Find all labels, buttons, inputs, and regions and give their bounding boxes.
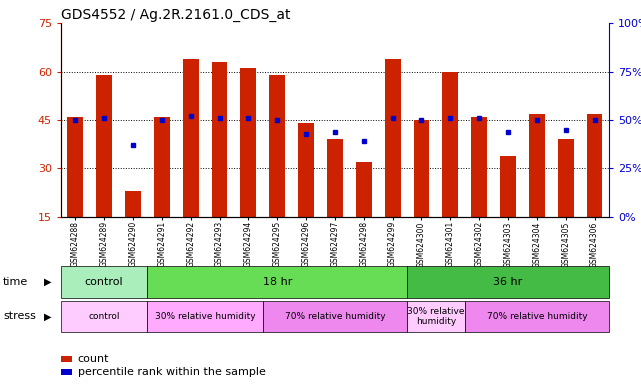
Text: control: control <box>85 277 124 287</box>
Text: control: control <box>88 312 120 321</box>
Bar <box>558 139 574 217</box>
Text: ▶: ▶ <box>44 277 51 287</box>
Bar <box>327 139 343 217</box>
Text: percentile rank within the sample: percentile rank within the sample <box>78 367 265 377</box>
Bar <box>529 114 545 217</box>
Bar <box>269 75 285 217</box>
Text: 70% relative humidity: 70% relative humidity <box>487 312 587 321</box>
Text: count: count <box>78 354 109 364</box>
Bar <box>500 156 516 217</box>
Text: 36 hr: 36 hr <box>494 277 522 287</box>
Text: ▶: ▶ <box>44 311 51 321</box>
Bar <box>154 117 170 217</box>
Bar <box>471 117 487 217</box>
Bar <box>67 117 83 217</box>
Bar <box>413 120 429 217</box>
Bar <box>442 71 458 217</box>
Bar <box>212 62 228 217</box>
Text: 30% relative
humidity: 30% relative humidity <box>407 307 465 326</box>
Bar <box>125 191 141 217</box>
Text: 18 hr: 18 hr <box>263 277 292 287</box>
Bar <box>587 114 603 217</box>
Text: GDS4552 / Ag.2R.2161.0_CDS_at: GDS4552 / Ag.2R.2161.0_CDS_at <box>61 8 290 22</box>
Text: 70% relative humidity: 70% relative humidity <box>285 312 385 321</box>
Bar <box>385 59 401 217</box>
Text: 30% relative humidity: 30% relative humidity <box>155 312 255 321</box>
Bar <box>240 68 256 217</box>
Text: stress: stress <box>3 311 36 321</box>
Bar <box>183 59 199 217</box>
Bar <box>356 162 372 217</box>
Bar <box>298 123 314 217</box>
Bar <box>96 75 112 217</box>
Text: time: time <box>3 277 28 287</box>
